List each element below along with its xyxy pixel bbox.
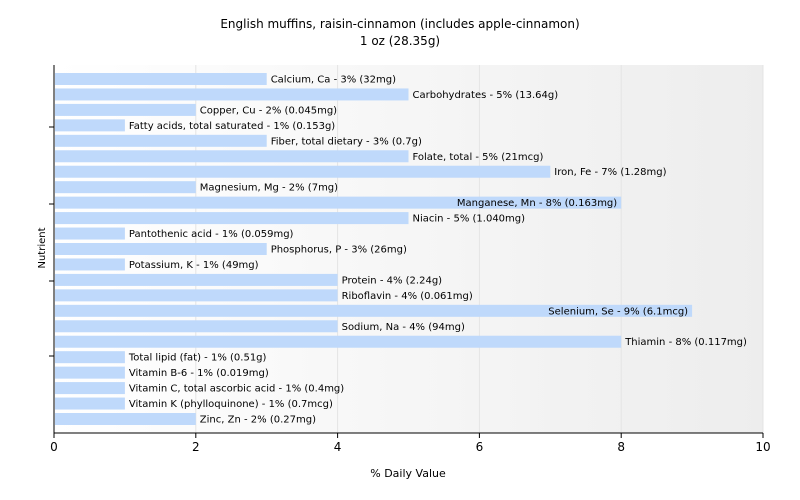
bar [55, 382, 125, 395]
bar [55, 88, 409, 101]
bar-label: Calcium, Ca - 3% (32mg) [271, 75, 396, 86]
bar [55, 165, 551, 178]
x-tick-label: 10 [755, 440, 770, 454]
bar-label: Niacin - 5% (1.040mg) [413, 214, 526, 225]
bar [55, 289, 338, 302]
bar-label: Folate, total - 5% (21mcg) [413, 152, 544, 163]
axes: 0 2 4 6 8 10 [49, 65, 771, 454]
bar-label: Fiber, total dietary - 3% (0.7g) [271, 136, 422, 147]
x-tick-label: 8 [617, 440, 625, 454]
chart-subtitle: 1 oz (28.35g) [360, 34, 440, 48]
bar [55, 366, 125, 379]
bar [55, 73, 267, 85]
bar [55, 243, 267, 255]
bar-label: Selenium, Se - 9% (6.1mcg) [548, 306, 688, 317]
grid-lines [195, 65, 764, 433]
x-tick-label: 4 [334, 440, 342, 454]
bars [55, 73, 693, 425]
bar-label: Potassium, K - 1% (49mg) [129, 260, 259, 271]
x-tick-label: 0 [50, 440, 58, 454]
bar [55, 134, 267, 147]
y-axis-title: Nutrient [37, 227, 48, 268]
x-tick-label: 2 [192, 440, 200, 454]
chart-title: English muffins, raisin-cinnamon (includ… [220, 17, 579, 31]
bar-label: Copper, Cu - 2% (0.045mg) [200, 105, 337, 116]
bar [55, 150, 409, 163]
bar [55, 196, 622, 209]
bar [55, 273, 338, 286]
bar [55, 351, 125, 364]
x-axis-title: % Daily Value [370, 467, 446, 480]
bar-label: Total lipid (fat) - 1% (0.51g) [128, 353, 267, 364]
bar [55, 212, 409, 225]
bar [55, 103, 196, 116]
bar [55, 397, 125, 410]
bar [55, 181, 196, 194]
bar [55, 119, 125, 132]
bar-label: Carbohydrates - 5% (13.64g) [413, 90, 559, 101]
bar-label: Thiamin - 8% (0.117mg) [624, 337, 747, 348]
bar [55, 258, 125, 271]
bar-label: Vitamin C, total ascorbic acid - 1% (0.4… [129, 384, 344, 395]
bar [55, 227, 125, 240]
bar-label: Protein - 4% (2.24g) [342, 275, 443, 286]
bar-label: Fatty acids, total saturated - 1% (0.153… [129, 121, 335, 132]
bar [55, 413, 196, 425]
bar [55, 320, 338, 333]
bar [55, 335, 622, 348]
bar-label: Vitamin K (phylloquinone) - 1% (0.7mcg) [129, 399, 333, 410]
bar-label: Pantothenic acid - 1% (0.059mg) [129, 229, 294, 240]
bar-label: Zinc, Zn - 2% (0.27mg) [200, 415, 316, 426]
x-tick-label: 6 [476, 440, 484, 454]
bar-label: Magnesium, Mg - 2% (7mg) [200, 183, 338, 194]
bar-label: Vitamin B-6 - 1% (0.019mg) [129, 368, 269, 379]
bar-label: Riboflavin - 4% (0.061mg) [342, 291, 473, 302]
bar-label: Iron, Fe - 7% (1.28mg) [554, 167, 666, 178]
bar-labels: Calcium, Ca - 3% (32mg) Carbohydrates - 5… [128, 75, 747, 426]
bar-label: Phosphorus, P - 3% (26mg) [271, 245, 407, 256]
bar-label: Manganese, Mn - 8% (0.163mg) [457, 198, 617, 209]
bar [55, 304, 693, 317]
bar-label: Sodium, Na - 4% (94mg) [342, 322, 465, 333]
